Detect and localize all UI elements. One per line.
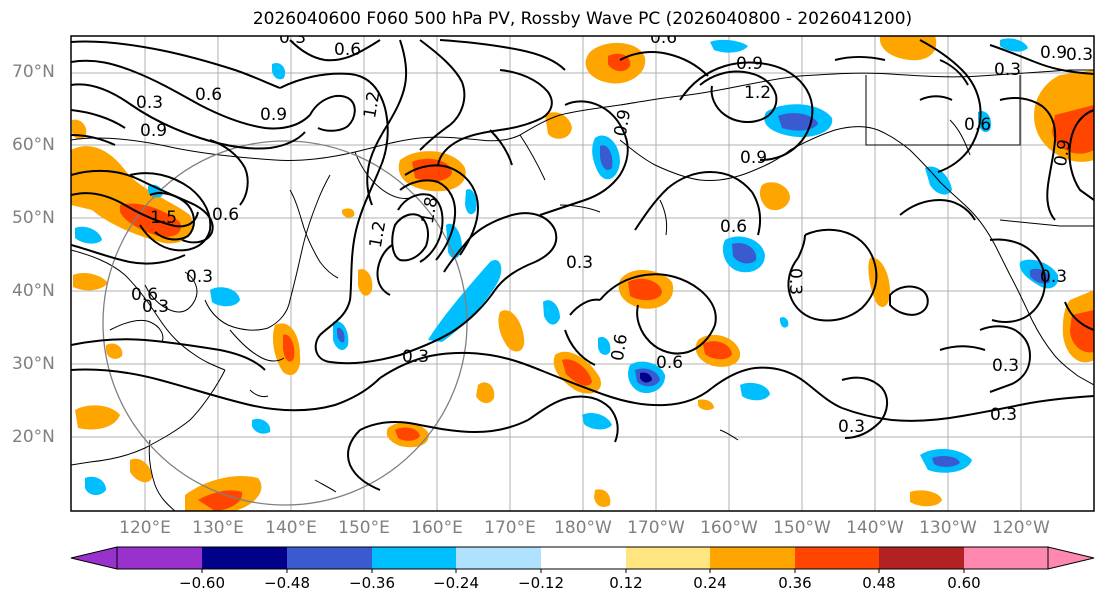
map-frame (70, 35, 1095, 512)
lon-label: 160°W (700, 518, 758, 538)
contour-label: 1.2 (744, 83, 771, 103)
lon-label: 120°E (119, 518, 171, 538)
contour-label: 0.6 (195, 85, 222, 105)
contour-label: 0.6 (964, 115, 991, 135)
colorbar-cell (795, 547, 879, 569)
contour-label: 0.6 (334, 40, 361, 60)
colorbar-cell (202, 547, 287, 569)
colorbar-cell (456, 547, 541, 569)
lat-label: 40°N (12, 281, 55, 301)
colorbar-cell (287, 547, 372, 569)
colorbar (70, 546, 1095, 573)
contour-label: 0.3 (992, 356, 1019, 376)
colorbar-cell (541, 547, 626, 569)
colorbar-tick-label: −0.12 (518, 574, 564, 592)
map-title: 2026040600 F060 500 hPa PV, Rossby Wave … (252, 9, 913, 29)
lon-label: 150°W (773, 518, 831, 538)
lon-label: 170°E (484, 518, 536, 538)
colorbar-tick-label: −0.24 (433, 574, 479, 592)
contour-label: 0.3 (1066, 45, 1093, 65)
colorbar-tick-label: −0.36 (349, 574, 395, 592)
contour-label: 0.3 (566, 253, 593, 273)
colorbar-tick-label: 0.24 (693, 574, 727, 592)
contour-label: 0.6 (650, 28, 677, 48)
lon-label: 150°E (338, 518, 390, 538)
colorbar-cell (879, 547, 964, 569)
contour-label: 0.6 (131, 285, 158, 305)
contour-label: 0.9 (611, 108, 635, 138)
contour-label: 0.9 (140, 121, 167, 141)
contour-label: 0.9 (736, 54, 763, 74)
contour-label: 1.2 (366, 219, 390, 249)
colorbar-cell (964, 547, 1048, 569)
reference-circle (102, 140, 468, 506)
contour-label: 1.5 (150, 208, 177, 228)
negative-anomalies (75, 38, 1059, 496)
colorbar-cell (626, 547, 710, 569)
contour-label: 1.8 (418, 195, 442, 225)
contour-label: 0.9 (740, 148, 767, 168)
lon-label: 180°W (554, 518, 612, 538)
lat-label: 30°N (12, 354, 55, 374)
colorbar-cell (372, 547, 456, 569)
colorbar-tick-label: −0.60 (179, 574, 225, 592)
contour-labels: 0.6 0.3 0.9 1.2 0.6 0.3 0.9 0.9 1.2 0.3 … (131, 28, 1093, 437)
colorbar-frame (116, 546, 1049, 570)
lat-label: 50°N (12, 208, 55, 228)
contour-label: 0.3 (279, 28, 306, 48)
colorbar-cell (710, 547, 795, 569)
coastlines (71, 69, 1094, 511)
lon-label: 120°W (992, 518, 1050, 538)
contour-label: 0.9 (1051, 138, 1075, 168)
lat-label: 20°N (12, 427, 55, 447)
contour-label: 0.3 (186, 267, 213, 287)
lon-label: 140°E (265, 518, 317, 538)
pv-contours (71, 39, 1094, 491)
contour-label: 0.9 (1040, 43, 1067, 63)
colorbar-tick-label: 0.48 (862, 574, 896, 592)
colorbar-tick-label: 0.36 (778, 574, 812, 592)
lon-label: 170°W (627, 518, 685, 538)
contour-label: 0.6 (656, 353, 683, 373)
lon-label: 130°W (919, 518, 977, 538)
contour-label: 1.2 (360, 90, 384, 120)
contour-label: 0.3 (1040, 267, 1067, 287)
contour-label: 0.3 (402, 347, 429, 367)
colorbar-tick-label: 0.60 (947, 574, 981, 592)
colorbar-extend-high (1047, 546, 1095, 570)
contour-label: 0.6 (720, 217, 747, 237)
contour-label: 0.3 (990, 405, 1017, 425)
contour-label: 0.6 (608, 332, 632, 362)
colorbar-tick-label: 0.12 (609, 574, 643, 592)
lat-label: 60°N (12, 135, 55, 155)
contour-label: 0.6 (212, 205, 239, 225)
contour-label: 0.3 (142, 297, 169, 317)
contour-label: 0.3 (994, 60, 1021, 80)
contour-label: 0.3 (785, 268, 805, 295)
lat-label: 70°N (12, 62, 55, 82)
contour-label: 0.3 (136, 93, 163, 113)
colorbar-extend-low (70, 546, 118, 570)
positive-anomalies (71, 36, 1094, 511)
contour-label: 0.9 (260, 105, 287, 125)
lon-label: 160°E (411, 518, 463, 538)
colorbar-cell (117, 547, 202, 569)
lon-label: 140°W (846, 518, 904, 538)
lon-label: 130°E (192, 518, 244, 538)
gridlines (71, 36, 1094, 511)
colorbar-tick-label: −0.48 (264, 574, 310, 592)
contour-label: 0.3 (838, 417, 865, 437)
